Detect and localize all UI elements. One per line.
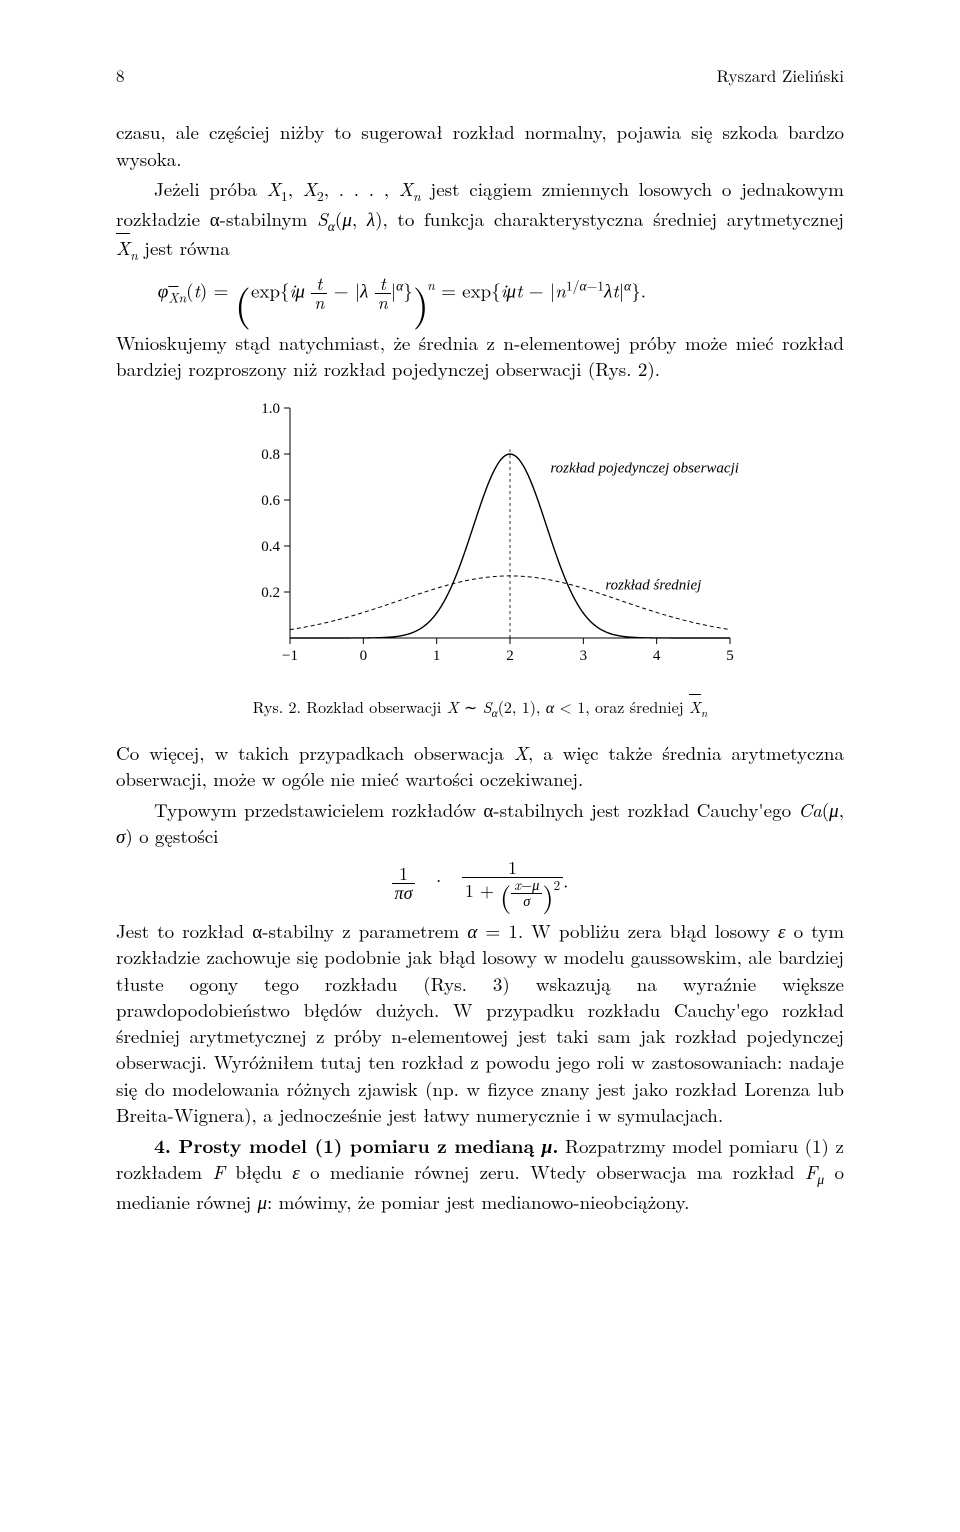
svg-text:0.2: 0.2: [261, 585, 280, 601]
svg-text:3: 3: [580, 648, 588, 664]
para-2: Jeżeli próba X1, X2, . . . , Xn jest cią…: [116, 176, 844, 265]
para-6: Jest to rozkład α-stabilny z parametrem …: [116, 918, 844, 1128]
para-5: Typowym przedstawicielem rozkładów α-sta…: [116, 797, 844, 849]
section-4: 4. Prosty model (1) pomiaru z medianą μ.…: [116, 1132, 844, 1215]
svg-text:4: 4: [653, 648, 661, 664]
figure-2: 0.2 0.4 0.6 0.8 1.0 −1 0 1 2 3 4 5 rozkład pojedyncz…: [116, 388, 844, 688]
svg-text:−1: −1: [282, 648, 298, 664]
svg-text:1.0: 1.0: [261, 401, 280, 417]
para-1: czasu, ale częściej niżby to sugerował r…: [116, 119, 844, 171]
eq-phi: φXn(t) = (exp{iμ tn − |λ tn|α})n = exp{i…: [158, 275, 844, 320]
svg-text:0.6: 0.6: [261, 493, 280, 509]
svg-text:5: 5: [726, 648, 734, 664]
page-number: 8: [116, 64, 125, 87]
svg-text:0.8: 0.8: [261, 447, 280, 463]
para-3: Wnioskujemy stąd natychmiast, że średnia…: [116, 330, 844, 382]
svg-text:rozkład pojedynczej obserwacji: rozkład pojedynczej obserwacji: [550, 461, 739, 477]
eq-cauchy: 1πσ · 1 1 + (x−μσ)2 .: [116, 859, 844, 908]
running-head: Ryszard Zieliński: [717, 64, 845, 87]
svg-text:2: 2: [506, 648, 514, 664]
svg-text:rozkład średniej: rozkład średniej: [605, 578, 701, 594]
svg-text:0: 0: [360, 648, 368, 664]
para-4: Co więcej, w takich przypadkach obserwac…: [116, 740, 844, 792]
svg-text:0.4: 0.4: [261, 539, 280, 555]
fig2-svg: 0.2 0.4 0.6 0.8 1.0 −1 0 1 2 3 4 5 rozkład pojedyncz…: [200, 388, 760, 688]
svg-text:1: 1: [433, 648, 441, 664]
caption-2: Rys. 2. Rozkład obserwacji X ∼ Sα(2, 1),…: [116, 696, 844, 722]
